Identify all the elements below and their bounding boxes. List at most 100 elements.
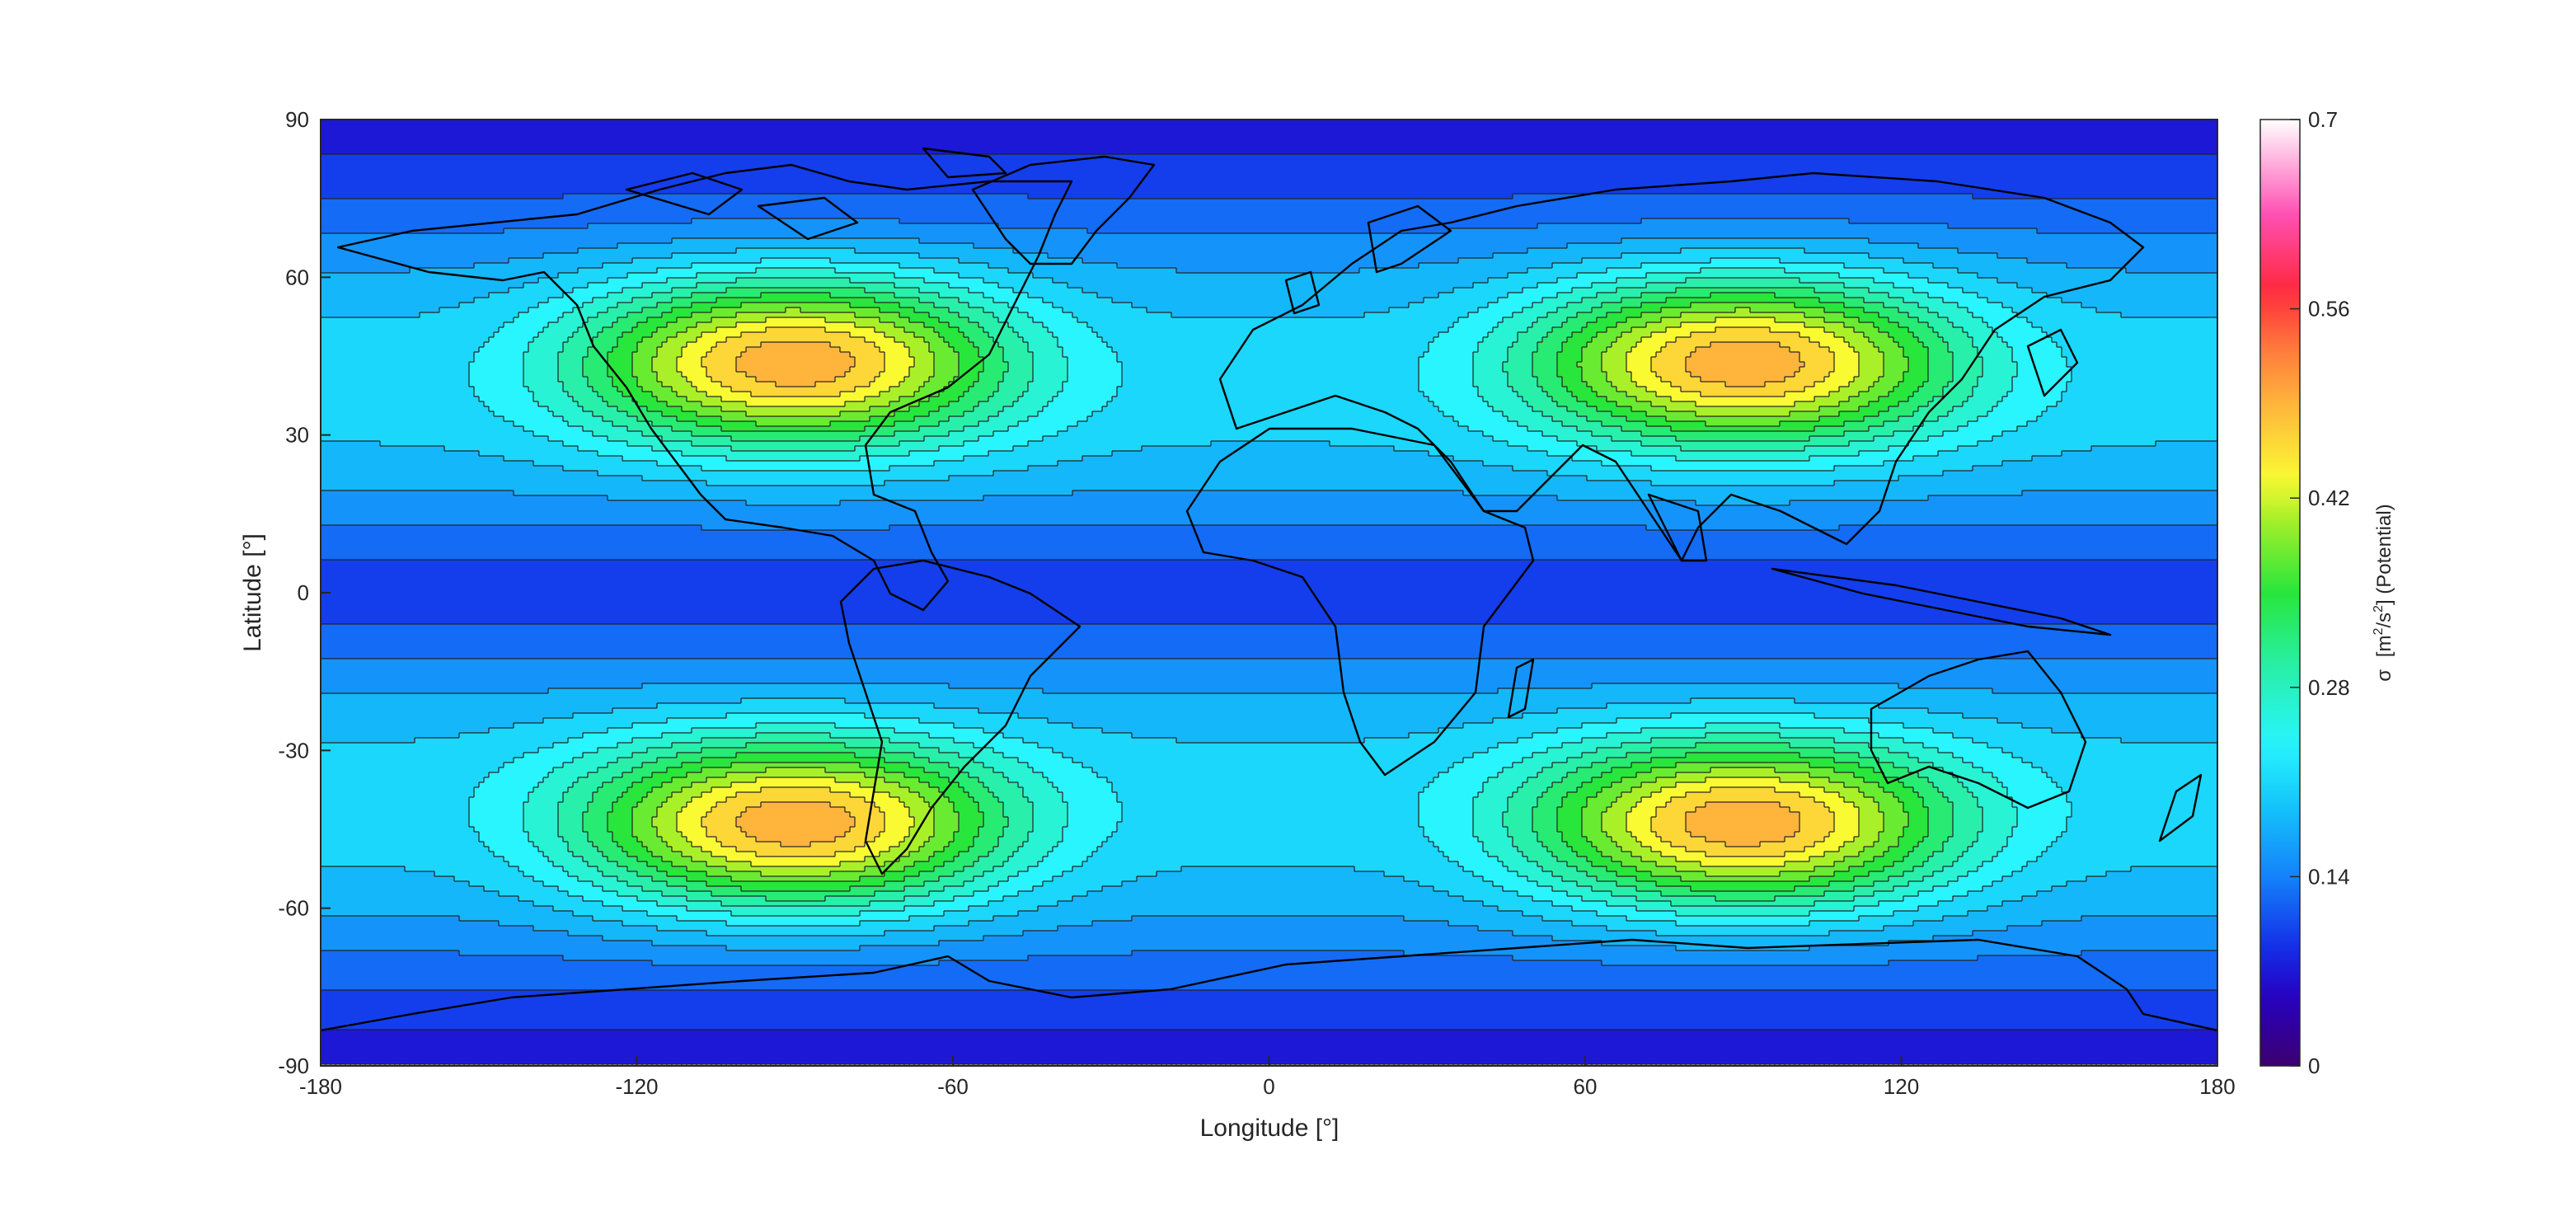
contour-cell bbox=[939, 129, 945, 135]
contour-cell bbox=[1884, 129, 1889, 135]
contour-cell bbox=[1676, 129, 1682, 135]
contour-cell bbox=[1285, 139, 1291, 145]
contour-cell bbox=[974, 124, 979, 130]
contour-cell bbox=[667, 124, 673, 130]
contour-cell bbox=[1780, 124, 1785, 130]
contour-cell bbox=[746, 134, 752, 140]
contour-cell bbox=[632, 129, 638, 135]
contour-cell bbox=[1809, 139, 1815, 145]
contour-cell bbox=[1399, 134, 1405, 140]
contour-cell bbox=[1790, 134, 1795, 140]
contour-cell bbox=[766, 124, 772, 130]
contour-cell bbox=[1973, 129, 1978, 135]
contour-cell bbox=[1221, 139, 1227, 145]
contour-cell bbox=[726, 139, 732, 145]
contour-cell bbox=[434, 129, 440, 135]
contour-cell bbox=[1008, 129, 1014, 135]
contour-cell bbox=[1379, 129, 1385, 135]
contour-cell bbox=[1982, 124, 1988, 130]
contour-cell bbox=[1433, 139, 1439, 145]
contour-cell bbox=[598, 124, 603, 130]
contour-cell bbox=[627, 134, 633, 140]
contour-cell bbox=[1795, 134, 1800, 140]
contour-cell bbox=[637, 129, 643, 135]
contour-cell bbox=[405, 134, 411, 140]
contour-cell bbox=[2037, 134, 2043, 140]
contour-cell bbox=[736, 134, 742, 140]
contour-cell bbox=[1285, 129, 1291, 135]
contour-cell bbox=[2131, 139, 2137, 145]
contour-cell bbox=[1948, 134, 1954, 140]
contour-cell bbox=[2091, 139, 2097, 145]
contour-cell bbox=[870, 134, 875, 140]
contour-cell bbox=[706, 134, 712, 140]
contour-cell bbox=[795, 129, 801, 135]
contour-cell bbox=[954, 129, 960, 135]
contour-cell bbox=[1854, 139, 1860, 145]
contour-cell bbox=[2017, 134, 2023, 140]
contour-cell bbox=[499, 124, 504, 130]
contour-cell bbox=[1879, 124, 1884, 130]
contour-cell bbox=[474, 134, 480, 140]
contour-cell bbox=[1003, 124, 1009, 130]
contour-cell bbox=[662, 129, 668, 135]
contour-cell bbox=[1666, 134, 1672, 140]
contour-cell bbox=[504, 134, 509, 140]
contour-cell bbox=[2081, 134, 2087, 140]
contour-cell bbox=[335, 139, 341, 145]
contour-cell bbox=[1374, 124, 1380, 130]
contour-cell bbox=[800, 124, 806, 130]
contour-cell bbox=[1839, 124, 1845, 130]
contour-cell bbox=[1354, 124, 1360, 130]
contour-cell bbox=[1918, 124, 1924, 130]
contour-cell bbox=[2076, 134, 2082, 140]
contour-cell bbox=[429, 129, 435, 135]
contour-cell bbox=[1008, 134, 1014, 140]
contour-cell bbox=[1448, 134, 1454, 140]
contour-cell bbox=[2205, 129, 2211, 135]
contour-cell bbox=[1893, 124, 1899, 130]
contour-cell bbox=[2096, 124, 2102, 130]
contour-cell bbox=[1191, 134, 1197, 140]
contour-cell bbox=[484, 129, 490, 135]
contour-cell bbox=[1745, 139, 1751, 145]
contour-cell bbox=[855, 134, 861, 140]
contour-cell bbox=[627, 124, 633, 130]
contour-cell bbox=[350, 139, 356, 145]
contour-cell bbox=[425, 134, 430, 140]
contour-cell bbox=[1349, 129, 1355, 135]
contour-cell bbox=[1384, 124, 1390, 130]
contour-cell bbox=[1963, 139, 1968, 145]
contour-cell bbox=[494, 129, 500, 135]
contour-cell bbox=[1315, 129, 1321, 135]
contour-cell bbox=[716, 129, 722, 135]
contour-cell bbox=[1636, 139, 1642, 145]
contour-cell bbox=[390, 144, 396, 150]
contour-cell bbox=[2076, 129, 2082, 135]
contour-cell bbox=[1735, 139, 1741, 145]
contour-cell bbox=[805, 129, 811, 135]
contour-cell bbox=[1997, 139, 2003, 145]
contour-cell bbox=[1171, 124, 1177, 130]
contour-cell bbox=[1038, 129, 1044, 135]
contour-cell bbox=[538, 134, 544, 140]
contour-cell bbox=[479, 139, 485, 145]
contour-cell bbox=[523, 134, 529, 140]
contour-cell bbox=[1112, 124, 1118, 130]
contour-cell bbox=[1409, 124, 1415, 130]
contour-cell bbox=[479, 124, 485, 130]
contour-cell bbox=[1196, 139, 1202, 145]
contour-cell bbox=[1275, 129, 1281, 135]
contour-cell bbox=[800, 139, 806, 145]
contour-cell bbox=[1384, 139, 1390, 145]
contour-cell bbox=[444, 139, 450, 145]
contour-cell bbox=[1616, 129, 1622, 135]
contour-cell bbox=[825, 134, 831, 140]
contour-cell bbox=[939, 124, 945, 130]
contour-cell bbox=[2002, 124, 2008, 130]
contour-cell bbox=[1310, 124, 1316, 130]
contour-cell bbox=[2205, 124, 2211, 130]
contour-cell bbox=[949, 134, 955, 140]
contour-cell bbox=[786, 124, 791, 130]
contour-cell bbox=[583, 139, 589, 145]
